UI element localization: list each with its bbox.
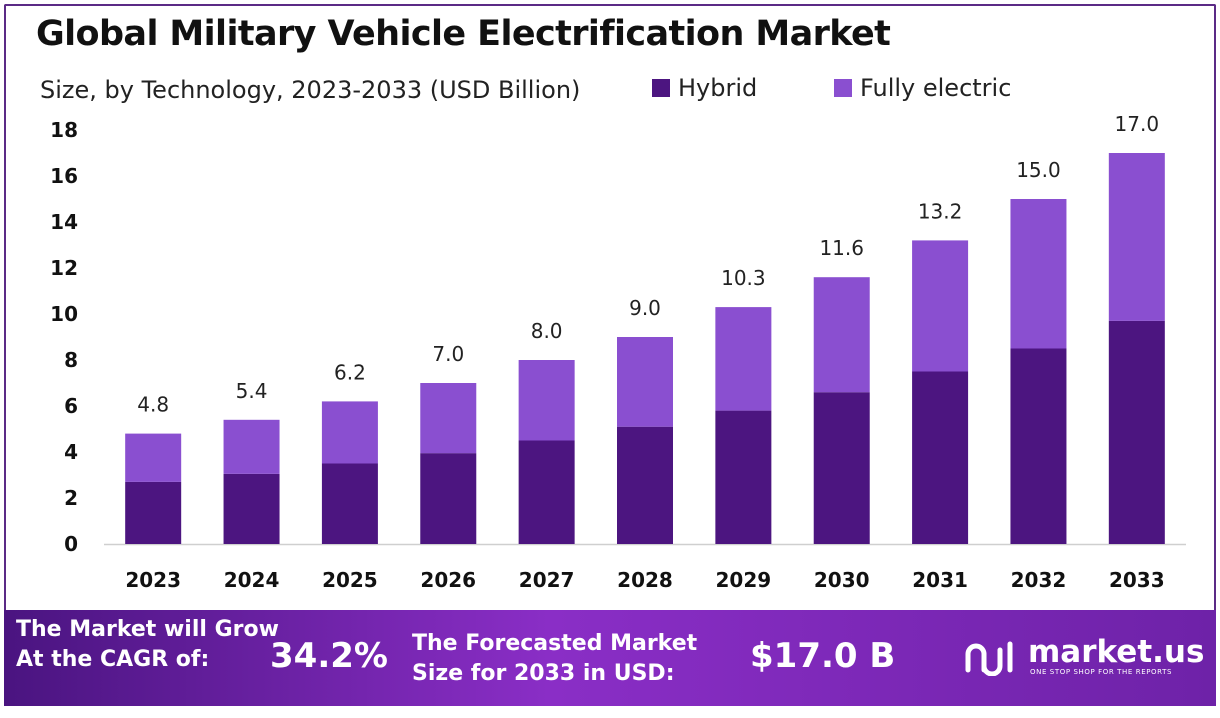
bar-segment-hybrid: [813, 392, 870, 544]
cagr-value: 34.2%: [270, 636, 388, 676]
y-tick-label: 12: [50, 256, 78, 280]
forecast-label-line2: Size for 2033 in USD:: [412, 661, 675, 686]
x-tick-label: 2026: [420, 568, 476, 592]
y-tick-label: 10: [50, 302, 78, 326]
bar-segment-fully-electric: [223, 419, 280, 474]
x-tick-label: 2027: [519, 568, 575, 592]
bar-total-label: 15.0: [1016, 158, 1061, 182]
bar-segment-hybrid: [518, 440, 575, 544]
bar-total-label: 7.0: [432, 342, 464, 366]
forecast-label-line1: The Forecasted Market: [412, 631, 698, 656]
bar-segment-hybrid: [223, 473, 280, 544]
cagr-label-line2: At the CAGR of:: [16, 647, 210, 672]
logo-tagline: ONE STOP SHOP FOR THE REPORTS: [1030, 668, 1173, 676]
y-tick-label: 4: [64, 440, 78, 464]
y-tick-label: 18: [50, 118, 78, 142]
market-us-logo-icon: [965, 641, 1013, 676]
y-tick-label: 16: [50, 164, 78, 188]
chart-subtitle: Size, by Technology, 2023-2033 (USD Bill…: [40, 76, 581, 104]
bar-segment-fully-electric: [1010, 199, 1067, 349]
cagr-label-line1: The Market will Grow: [16, 617, 279, 642]
x-tick-label: 2023: [125, 568, 181, 592]
bar-segment-hybrid: [125, 481, 182, 544]
x-tick-label: 2030: [814, 568, 870, 592]
summary-banner: [4, 610, 1216, 706]
legend-label-hybrid: Hybrid: [678, 74, 758, 102]
bar-segment-fully-electric: [125, 433, 182, 482]
chart-frame: [4, 4, 1216, 610]
bar-segment-fully-electric: [715, 307, 772, 411]
x-tick-label: 2031: [912, 568, 968, 592]
bar-total-label: 6.2: [334, 360, 366, 384]
bar-segment-hybrid: [420, 453, 477, 544]
y-tick-label: 8: [64, 348, 78, 372]
y-tick-label: 6: [64, 394, 78, 418]
legend-swatch-hybrid: [652, 79, 670, 97]
bar-segment-hybrid: [321, 463, 378, 544]
chart-title: Global Military Vehicle Electrification …: [36, 14, 891, 54]
bar-segment-fully-electric: [617, 337, 673, 427]
bar-segment-fully-electric: [321, 401, 378, 464]
legend-item-hybrid: Hybrid: [652, 74, 757, 102]
bar-segment-hybrid: [1108, 320, 1165, 544]
bar-segment-fully-electric: [1108, 153, 1165, 321]
legend-item-fully-electric: Fully electric: [834, 74, 1011, 102]
x-tick-label: 2025: [322, 568, 378, 592]
bar-total-label: 10.3: [721, 266, 766, 290]
legend-swatch-fully-electric: [834, 79, 852, 97]
bar-segment-fully-electric: [420, 383, 477, 454]
y-tick-label: 2: [64, 486, 78, 510]
y-tick-label: 0: [64, 532, 78, 556]
bar-segment-hybrid: [715, 410, 772, 544]
bar-total-label: 5.4: [236, 379, 268, 403]
bar-total-label: 8.0: [531, 319, 563, 343]
bar-total-label: 13.2: [918, 199, 963, 223]
bar-total-label: 17.0: [1115, 112, 1160, 136]
bar-total-label: 9.0: [629, 296, 661, 320]
x-tick-label: 2028: [617, 568, 673, 592]
y-tick-label: 14: [50, 210, 78, 234]
x-tick-label: 2032: [1011, 568, 1067, 592]
bar-segment-fully-electric: [518, 360, 575, 441]
bar-total-label: 11.6: [819, 236, 864, 260]
bar-total-label: 4.8: [137, 393, 169, 417]
forecast-value: $17.0 B: [750, 636, 896, 676]
bar-segment-fully-electric: [912, 240, 969, 372]
x-tick-label: 2033: [1109, 568, 1165, 592]
x-tick-label: 2029: [716, 568, 772, 592]
bar-segment-hybrid: [1010, 348, 1067, 544]
stacked-bar-chart: 0 2 4 6 8 10 12 14 16 18 4.8 2023 5.4 2024 6.2 2025 7.0 2…: [50, 112, 1186, 592]
legend-label-fully-electric: Fully electric: [860, 74, 1012, 102]
bar-segment-fully-electric: [813, 277, 870, 393]
bar-segment-hybrid: [912, 371, 969, 544]
logo-name: market.us: [1028, 634, 1205, 670]
x-tick-label: 2024: [224, 568, 280, 592]
bar-segment-hybrid: [617, 426, 673, 544]
